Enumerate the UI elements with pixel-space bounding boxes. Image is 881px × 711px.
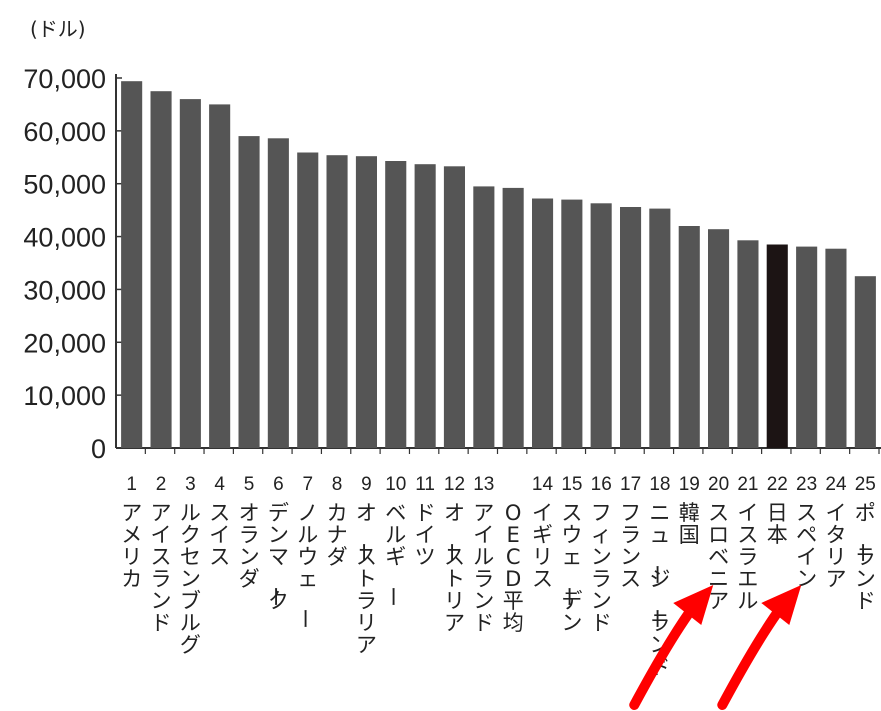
y-tick-label: 40,000 bbox=[23, 223, 106, 253]
bar bbox=[326, 155, 348, 448]
bar bbox=[620, 207, 642, 448]
category-label: ベルギー bbox=[380, 501, 406, 607]
y-tick-label: 20,000 bbox=[23, 328, 106, 358]
bar bbox=[473, 186, 495, 448]
rank-label: 13 bbox=[473, 474, 494, 495]
rank-label: 19 bbox=[679, 474, 700, 495]
y-tick-label: 60,000 bbox=[23, 117, 106, 147]
rank-label: 16 bbox=[591, 474, 612, 495]
rank-label: 7 bbox=[303, 474, 314, 495]
category-label: O E C D 平均 bbox=[503, 501, 524, 635]
bar bbox=[561, 199, 583, 448]
bar bbox=[532, 198, 554, 448]
annotation-arrows bbox=[629, 585, 802, 710]
category-label: カナダ bbox=[327, 501, 348, 569]
y-tick-label: 30,000 bbox=[23, 275, 106, 305]
bar bbox=[502, 187, 524, 448]
bar bbox=[443, 166, 465, 449]
rank-label: 22 bbox=[767, 474, 788, 495]
bar bbox=[179, 99, 201, 448]
bar bbox=[385, 161, 407, 448]
rank-label: 15 bbox=[561, 474, 582, 495]
category-label: スロベニア bbox=[708, 501, 729, 613]
category-label: アイスランド bbox=[151, 501, 172, 635]
category-label: アイルランド bbox=[473, 501, 494, 635]
category-label: スペイン bbox=[796, 501, 817, 591]
category-label: デンマーク bbox=[263, 501, 289, 613]
bar bbox=[297, 152, 319, 448]
bar bbox=[825, 248, 847, 448]
rank-label: 20 bbox=[708, 474, 729, 495]
rank-label: 25 bbox=[855, 474, 876, 495]
x-axis-labels: 1 アメリカ 2 アイスランド 3 ルクセンブルグ 4 スイス 5 オランダ 6 デンマーク 7 ノルウェ… bbox=[121, 448, 880, 679]
rank-label: 21 bbox=[737, 474, 758, 495]
arrow-head bbox=[761, 585, 802, 625]
category-label: ニュージーランド bbox=[644, 501, 670, 679]
y-tick-label: 0 bbox=[91, 434, 106, 464]
category-label: ポーランド bbox=[850, 501, 876, 613]
bar bbox=[649, 208, 671, 448]
category-label: オーストリア bbox=[439, 501, 465, 635]
y-axis: 0 10,000 20,000 30,000 40,000 50,000 60,000 70,… bbox=[23, 64, 881, 464]
y-tick-label: 70,000 bbox=[23, 64, 106, 94]
category-label: フランス bbox=[620, 501, 641, 591]
bars bbox=[121, 81, 876, 449]
bar bbox=[737, 240, 759, 448]
bar bbox=[238, 136, 260, 448]
rank-label: 12 bbox=[444, 474, 465, 495]
bar bbox=[355, 156, 377, 448]
rank-label: 3 bbox=[185, 474, 196, 495]
rank-label: 10 bbox=[385, 474, 406, 495]
category-label: オーストラリア bbox=[351, 501, 377, 657]
rank-label: 5 bbox=[244, 474, 255, 495]
rank-label: 4 bbox=[214, 474, 225, 495]
category-label: ノルウェー bbox=[292, 501, 318, 629]
rank-label: 23 bbox=[796, 474, 817, 495]
rank-label: 6 bbox=[273, 474, 284, 495]
bar bbox=[796, 246, 818, 448]
category-label: アメリカ bbox=[121, 501, 142, 591]
rank-label: 8 bbox=[332, 474, 343, 495]
category-label: 韓国 bbox=[679, 501, 700, 547]
bar bbox=[678, 226, 700, 448]
rank-label: 1 bbox=[126, 474, 137, 495]
y-tick-label: 50,000 bbox=[23, 170, 106, 200]
category-label: イタリア bbox=[826, 501, 847, 591]
category-label: イスラエル bbox=[737, 501, 758, 613]
arrow-shaft bbox=[717, 602, 787, 710]
category-label: 日本 bbox=[767, 501, 788, 547]
category-label: フィンランド bbox=[591, 501, 612, 635]
y-axis-unit-label: (ドル) bbox=[30, 17, 86, 41]
rank-label: 17 bbox=[620, 474, 641, 495]
y-tick-label: 10,000 bbox=[23, 381, 106, 411]
bar bbox=[121, 81, 143, 448]
rank-label: 24 bbox=[825, 474, 847, 495]
category-label: イギリス bbox=[532, 501, 553, 591]
category-label: ルクセンブルグ bbox=[180, 501, 201, 657]
category-label: ドイツ bbox=[415, 501, 436, 569]
category-label: スイス bbox=[209, 501, 230, 569]
category-label: オランダ bbox=[239, 501, 260, 591]
bar bbox=[209, 104, 231, 449]
rank-label: 14 bbox=[532, 474, 554, 495]
bar bbox=[766, 244, 788, 448]
bar bbox=[854, 276, 876, 448]
rank-label: 11 bbox=[415, 474, 435, 495]
rank-label: 9 bbox=[361, 474, 372, 495]
category-label: スウェーデン bbox=[556, 501, 582, 635]
bar bbox=[414, 164, 436, 448]
bar bbox=[590, 203, 612, 448]
rank-label: 2 bbox=[156, 474, 167, 495]
bar bbox=[708, 229, 730, 448]
bar bbox=[150, 91, 172, 448]
rank-label: 18 bbox=[649, 474, 670, 495]
bar bbox=[267, 138, 289, 449]
arrow-head bbox=[673, 585, 714, 625]
